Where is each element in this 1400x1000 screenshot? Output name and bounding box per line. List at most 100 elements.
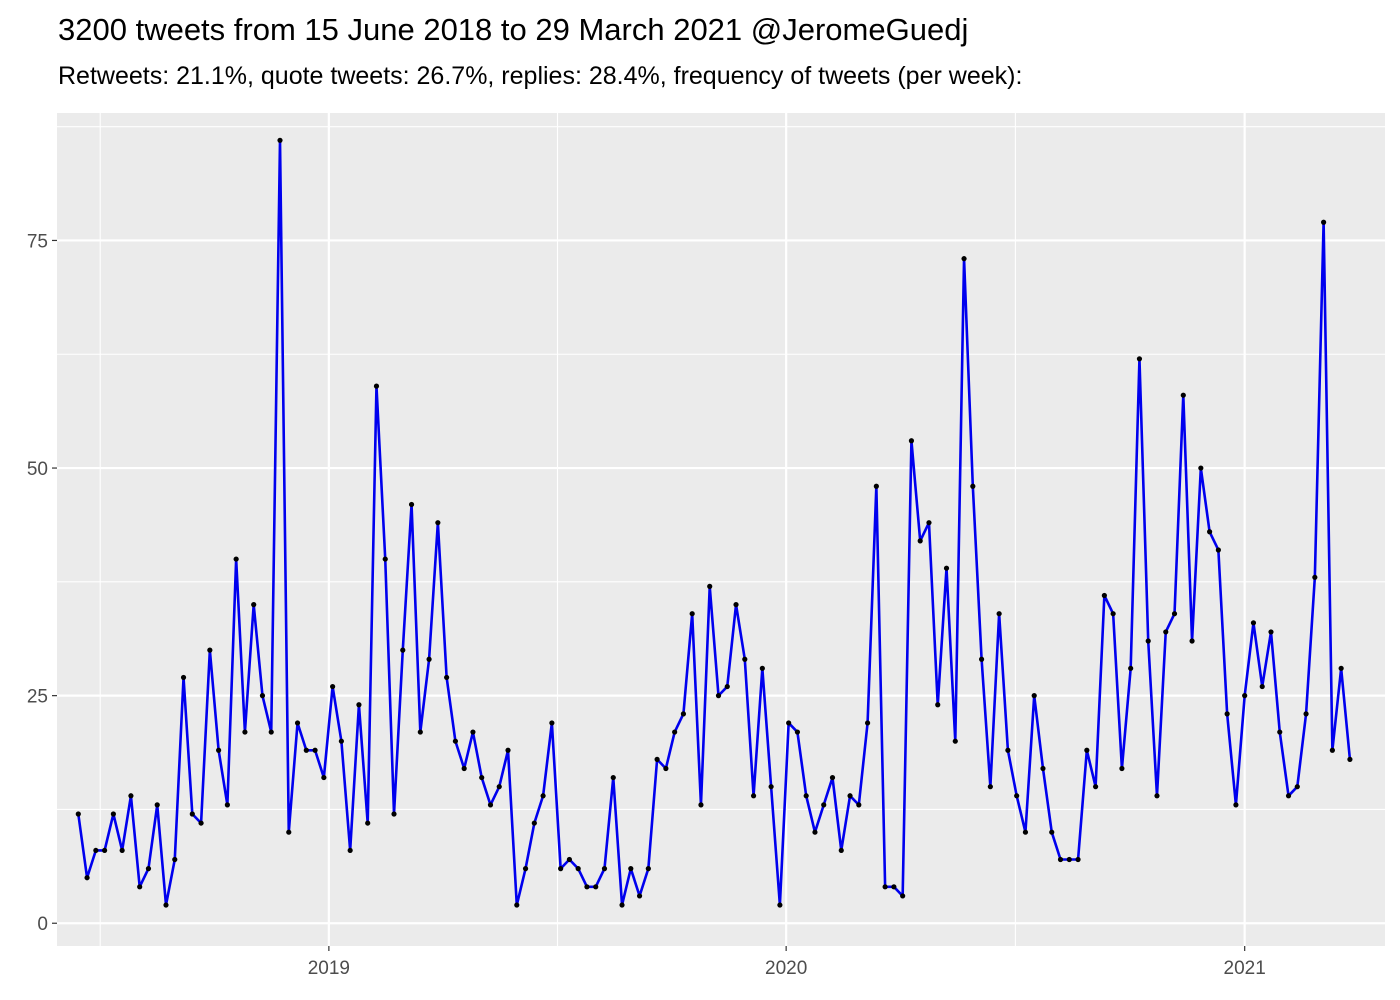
data-point xyxy=(680,711,687,717)
y-tick-label: 25 xyxy=(27,687,48,708)
data-point xyxy=(1215,547,1221,553)
data-point xyxy=(698,802,704,808)
data-point xyxy=(1110,611,1116,617)
data-point xyxy=(566,856,573,863)
data-point xyxy=(172,856,178,863)
data-point xyxy=(794,729,801,735)
data-point xyxy=(759,665,765,671)
data-point xyxy=(154,802,160,808)
data-point xyxy=(347,847,353,854)
data-point xyxy=(1163,629,1169,635)
data-point xyxy=(242,729,248,735)
data-point xyxy=(1277,729,1283,735)
data-point xyxy=(137,884,143,890)
data-point xyxy=(321,774,327,781)
data-point xyxy=(636,893,643,899)
data-point xyxy=(330,683,336,690)
data-point xyxy=(470,729,476,735)
data-point xyxy=(750,793,757,799)
data-point xyxy=(672,729,678,735)
data-point xyxy=(777,902,783,908)
data-point xyxy=(882,884,888,890)
data-point xyxy=(110,811,116,817)
data-point xyxy=(952,738,958,744)
data-point xyxy=(1294,784,1300,790)
data-point xyxy=(233,556,239,562)
data-point xyxy=(1312,574,1318,580)
data-point xyxy=(593,884,599,890)
data-point xyxy=(452,738,458,744)
data-point xyxy=(444,674,450,681)
data-point xyxy=(93,847,99,854)
data-point xyxy=(268,729,274,735)
data-point xyxy=(1049,829,1055,835)
data-point xyxy=(803,793,809,799)
data-point xyxy=(786,720,792,726)
data-point xyxy=(75,811,81,817)
data-point xyxy=(1171,611,1178,617)
data-point xyxy=(303,747,309,753)
data-point xyxy=(189,811,195,817)
data-point xyxy=(575,866,581,872)
data-point xyxy=(549,720,555,726)
data-point xyxy=(338,738,344,744)
data-point xyxy=(689,611,695,617)
data-point xyxy=(926,520,932,526)
data-point xyxy=(558,866,564,872)
data-point xyxy=(198,820,204,826)
data-point xyxy=(978,656,985,662)
data-point xyxy=(1005,747,1011,753)
data-point xyxy=(1075,856,1081,863)
data-point xyxy=(856,802,862,808)
data-point xyxy=(812,829,818,835)
data-point xyxy=(1321,219,1327,225)
data-point xyxy=(259,693,266,699)
data-point xyxy=(733,602,739,608)
data-point xyxy=(996,611,1002,617)
data-point xyxy=(1259,683,1265,690)
data-point xyxy=(584,884,590,890)
data-point xyxy=(1303,711,1309,717)
y-tick-label: 0 xyxy=(37,914,48,935)
data-point xyxy=(251,602,257,608)
data-point xyxy=(1198,465,1204,471)
minor-gridlines xyxy=(57,113,1385,946)
x-tick-label: 2020 xyxy=(765,958,807,979)
data-point xyxy=(119,847,125,854)
data-point xyxy=(1014,793,1020,799)
data-point xyxy=(654,756,660,762)
data-point xyxy=(224,802,230,808)
data-point xyxy=(1101,592,1107,599)
data-point xyxy=(163,902,169,908)
data-point xyxy=(514,902,520,908)
data-point xyxy=(900,893,906,899)
data-point xyxy=(1347,756,1353,762)
data-point xyxy=(1242,693,1248,699)
data-point xyxy=(987,784,993,790)
data-point xyxy=(373,383,380,389)
data-point xyxy=(1154,793,1160,799)
data-point xyxy=(1250,620,1257,626)
data-point xyxy=(145,866,152,872)
data-point xyxy=(768,784,774,790)
data-point xyxy=(1207,529,1213,535)
data-point xyxy=(417,729,423,735)
data-point xyxy=(742,656,748,662)
data-point xyxy=(84,875,90,881)
x-tick-label: 2021 xyxy=(1224,958,1266,979)
data-point xyxy=(522,866,529,872)
data-point xyxy=(408,501,415,508)
data-point xyxy=(1285,793,1292,799)
data-point xyxy=(645,866,651,872)
data-point xyxy=(128,793,134,799)
data-point xyxy=(943,565,950,571)
data-point xyxy=(1180,392,1186,398)
y-tick-label: 50 xyxy=(27,459,48,480)
data-point xyxy=(829,774,836,781)
data-point xyxy=(479,774,485,781)
data-point xyxy=(715,693,722,699)
data-point xyxy=(1031,693,1037,699)
data-point xyxy=(1022,829,1029,835)
data-point xyxy=(312,747,318,753)
data-point xyxy=(505,747,511,753)
